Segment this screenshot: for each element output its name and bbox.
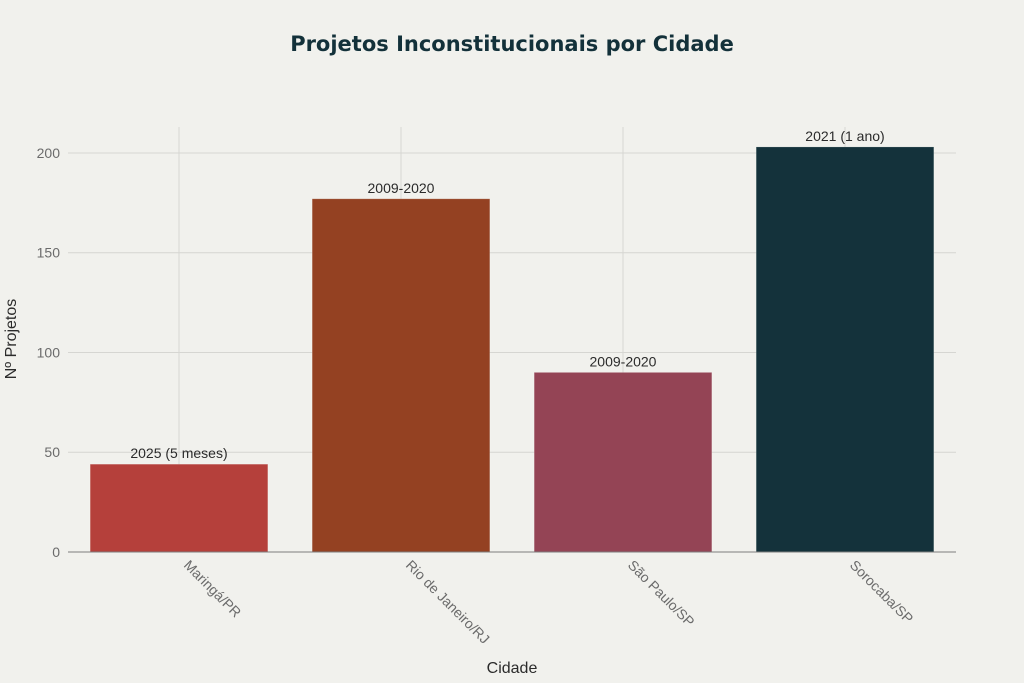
x-tick-label: São Paulo/SP <box>625 557 698 630</box>
y-axis-label: Nº Projetos <box>3 299 20 380</box>
bars <box>89 146 935 553</box>
data-label: 2021 (1 ano) <box>805 128 884 144</box>
y-tick-label: 0 <box>52 544 60 560</box>
chart-title: Projetos Inconstitucionais por Cidade <box>290 32 734 56</box>
x-tick-label: Rio de Janeiro/RJ <box>403 557 493 647</box>
y-tick-labels: 0 50 100 150 200 <box>37 145 61 560</box>
x-tick-labels: Maringá/PR Rio de Janeiro/RJ São Paulo/SP S… <box>181 557 917 647</box>
y-tick-label: 100 <box>37 344 61 360</box>
bar <box>89 463 269 553</box>
x-axis-label: Cidade <box>487 660 538 677</box>
y-tick-label: 150 <box>37 245 61 261</box>
x-tick-label: Maringá/PR <box>181 557 245 621</box>
data-label: 2025 (5 meses) <box>130 445 227 461</box>
data-label: 2009-2020 <box>590 353 657 369</box>
data-label: 2009-2020 <box>368 180 435 196</box>
data-labels: 2025 (5 meses) 2009-2020 2009-2020 2021 (1 … <box>130 128 884 461</box>
bar <box>533 371 713 553</box>
y-tick-label: 200 <box>37 145 61 161</box>
y-tick-label: 50 <box>44 444 60 460</box>
bar <box>311 198 491 553</box>
bar <box>755 146 935 553</box>
x-tick-label: Sorocaba/SP <box>847 557 917 627</box>
